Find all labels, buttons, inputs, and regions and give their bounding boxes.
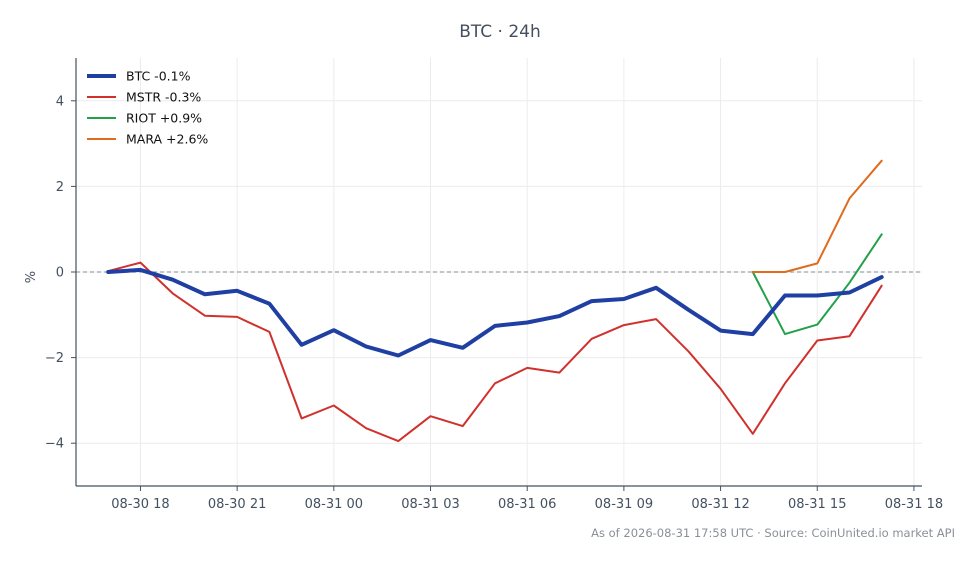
series-line-mstr	[107, 261, 883, 443]
legend: BTC -0.1% MSTR -0.3% RIOT +0.9% MARA +2.6%	[87, 69, 208, 147]
x-tick-label: 08-31 06	[498, 497, 556, 512]
y-tick-label: 0	[56, 266, 64, 281]
y-axis-label: %	[24, 271, 39, 283]
y-tick-label: −4	[45, 437, 64, 452]
y-tick-label: 2	[56, 180, 64, 195]
y-ticks: −4 −2 0 2 4	[45, 94, 76, 452]
x-tick-label: 08-31 03	[401, 497, 459, 512]
legend-label-riot: RIOT +0.9%	[126, 111, 202, 126]
x-tick-label: 08-31 00	[305, 497, 363, 512]
series-line-riot	[751, 233, 883, 336]
y-tick-label: 4	[56, 94, 64, 109]
x-tick-label: 08-31 15	[788, 497, 846, 512]
series-line-mara	[751, 159, 883, 273]
x-tick-label: 08-30 18	[111, 497, 169, 512]
x-ticks: 08-30 18 08-30 21 08-31 00 08-31 03 08-31 06…	[111, 486, 943, 512]
legend-label-mstr: MSTR -0.3%	[126, 90, 201, 105]
legend-label-btc: BTC -0.1%	[126, 69, 191, 84]
source-note: As of 2026-08-31 17:58 UTC · Source: Coi…	[591, 526, 955, 540]
chart-title: BTC · 24h	[459, 22, 541, 42]
series-line-btc	[106, 267, 884, 358]
x-tick-label: 08-31 18	[885, 497, 943, 512]
series-layer	[106, 159, 884, 443]
x-tick-label: 08-31 09	[595, 497, 653, 512]
x-tick-label: 08-31 12	[691, 497, 749, 512]
y-tick-label: −2	[45, 351, 64, 366]
x-tick-label: 08-30 21	[208, 497, 266, 512]
legend-label-mara: MARA +2.6%	[126, 132, 208, 147]
